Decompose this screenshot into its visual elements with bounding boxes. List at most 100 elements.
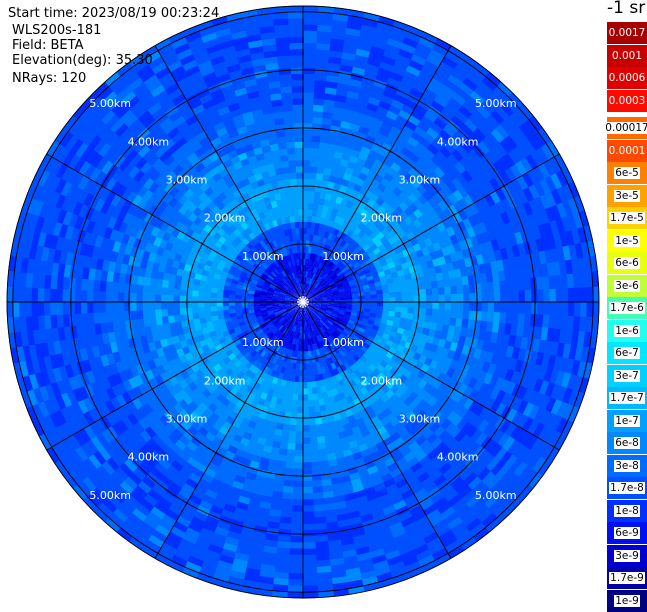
ppi-gate — [586, 302, 593, 318]
ppi-gate — [87, 301, 94, 313]
ppi-gate — [302, 536, 316, 543]
ppi-gate — [312, 492, 323, 499]
ppi-gate — [543, 302, 550, 316]
ppi-gate — [303, 73, 316, 80]
ppi-gate — [444, 286, 451, 295]
ppi-gate — [445, 294, 452, 302]
ppi-gate — [31, 287, 38, 302]
ppi-gate — [450, 310, 457, 319]
ppi-gate — [298, 376, 303, 383]
ppi-gate — [161, 287, 168, 295]
ppi-gate — [500, 291, 507, 302]
ppi-gate — [302, 542, 316, 549]
ppi-gate — [457, 294, 464, 303]
ppi-gate — [291, 505, 303, 512]
ppi-gate — [310, 443, 319, 450]
ppi-gate — [118, 301, 125, 311]
ppi-gate — [407, 285, 414, 292]
ppi-gate — [562, 288, 569, 303]
ppi-gate — [173, 301, 180, 308]
ppi-gate — [179, 302, 186, 309]
ppi-gate — [310, 154, 319, 161]
ppi-gate — [463, 293, 470, 302]
ppi-gate — [13, 286, 20, 302]
ppi-gate — [294, 456, 303, 463]
ppi-gate — [185, 302, 192, 309]
ppi-gate — [420, 302, 427, 309]
ppi-gate — [309, 172, 317, 179]
ppi-gate — [289, 536, 303, 543]
ppi-gate — [292, 487, 303, 494]
ppi-gate — [290, 418, 297, 425]
ppi-gate — [99, 291, 106, 302]
ppi-gate — [311, 461, 321, 468]
ppi-gate — [56, 288, 63, 302]
ppi-gate — [186, 307, 193, 314]
ppi-gate — [179, 289, 186, 296]
ppi-gate — [295, 444, 303, 451]
ppi-gate — [303, 221, 308, 228]
ppi-gate — [286, 449, 295, 456]
ppi-gate — [462, 285, 469, 295]
ppi-gate — [500, 302, 507, 313]
ppi-gate — [303, 117, 313, 124]
ppi-gate — [216, 306, 223, 311]
ppi-gate — [302, 518, 315, 525]
ppi-gate — [469, 284, 476, 294]
ppi-gate — [99, 312, 106, 324]
ppi-gate — [302, 474, 312, 481]
ppi-gate — [444, 309, 451, 318]
ppi-gate — [525, 290, 532, 303]
ppi-gate — [475, 293, 482, 303]
ppi-gate — [302, 493, 313, 500]
ppi-gate — [296, 425, 303, 432]
ppi-gate — [31, 301, 38, 316]
ppi-gate — [294, 450, 303, 457]
ppi-gate — [293, 481, 303, 488]
ppi-gate — [287, 579, 303, 586]
ppi-gate — [282, 486, 293, 493]
ppi-gate — [531, 302, 538, 315]
ppi-gate — [400, 286, 407, 293]
ppi-gate — [37, 287, 44, 302]
ppi-gate — [296, 413, 303, 420]
ppi-gate — [475, 302, 482, 312]
ppi-gate — [407, 290, 414, 297]
ppi-gate — [303, 166, 311, 173]
ppi-gate — [295, 437, 303, 444]
ppi-gate — [303, 80, 316, 87]
ppi-gate — [155, 286, 162, 295]
ppi-gate — [303, 147, 312, 154]
ppi-gate — [303, 203, 309, 210]
ppi-gate — [118, 292, 125, 302]
ppi-gate — [312, 117, 323, 124]
ppi-gate — [395, 302, 402, 308]
ppi-gate — [555, 288, 562, 303]
ppi-gate — [210, 297, 217, 302]
ppi-gate — [302, 561, 317, 568]
ppi-gate — [311, 135, 321, 142]
ppi-gate — [287, 573, 303, 580]
ppi-gate — [302, 481, 312, 488]
ppi-gate — [302, 524, 315, 531]
ppi-gate — [136, 284, 143, 294]
ppi-gate — [223, 306, 230, 311]
ppi-gate — [192, 296, 199, 302]
ppi-gate — [307, 394, 313, 401]
ppi-gate — [289, 542, 303, 549]
ppi-gate — [313, 399, 320, 406]
ppi-gate — [81, 301, 88, 314]
ppi-gate — [44, 287, 51, 302]
ppi-gate — [295, 431, 303, 438]
ppi-gate — [469, 311, 476, 321]
ppi-gate — [149, 285, 156, 294]
ppi-gate — [303, 129, 313, 136]
ppi-gate — [291, 511, 303, 518]
ppi-gate — [303, 135, 312, 142]
ppi-gate — [568, 302, 575, 317]
ppi-gate — [303, 215, 308, 222]
ppi-gate — [25, 301, 32, 317]
ppi-gate — [426, 295, 433, 302]
ppi-gate — [310, 160, 318, 167]
